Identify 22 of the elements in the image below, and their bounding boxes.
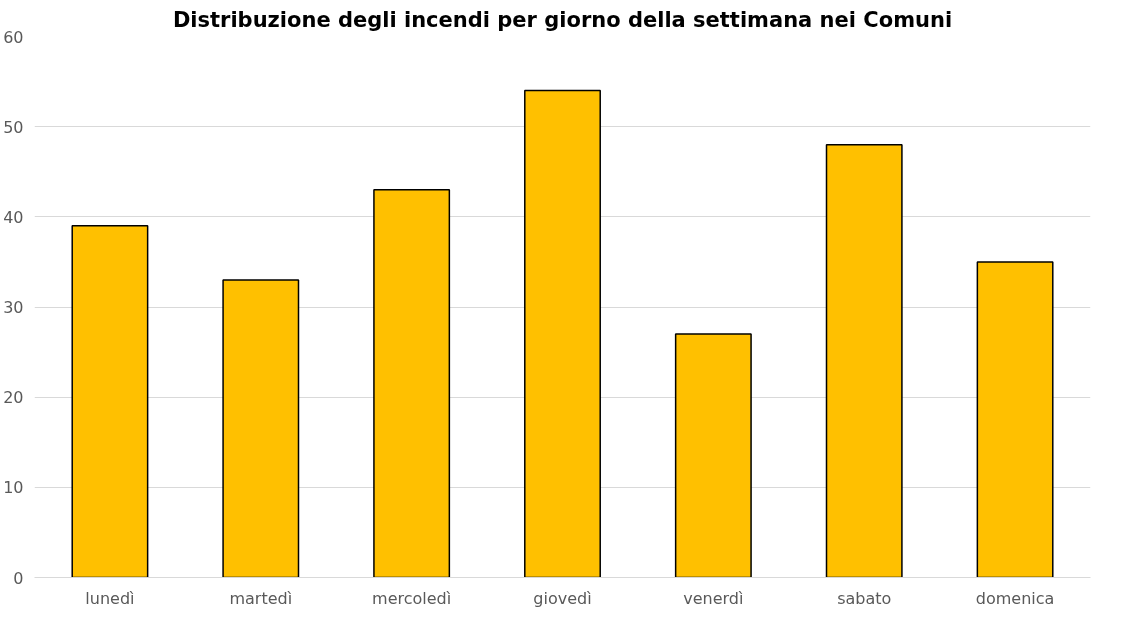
y-tick-label: 30 <box>3 298 24 317</box>
x-tick-label: martedì <box>229 588 293 608</box>
chart-title: Distribuzione degli incendi per giorno della settimana nei Comuni <box>172 7 953 32</box>
x-tick-label: lunedì <box>85 588 135 608</box>
y-tick-label: 10 <box>3 478 24 498</box>
x-tick-label: giovedì <box>533 588 592 608</box>
bar <box>373 189 451 578</box>
bar <box>222 279 300 578</box>
x-tick-label: sabato <box>837 588 892 608</box>
bar <box>976 261 1054 578</box>
bar <box>825 143 903 578</box>
x-tick-label: venerdì <box>683 588 744 608</box>
x-tick-label: domenica <box>975 588 1055 608</box>
y-tick-label: 60 <box>3 27 24 47</box>
y-tick-label: 20 <box>3 388 24 408</box>
y-tick-label: 40 <box>3 207 24 227</box>
bar <box>674 333 752 578</box>
bar <box>71 225 149 578</box>
y-tick-label: 50 <box>3 117 24 137</box>
bar <box>524 89 601 578</box>
y-tick-label: 0 <box>13 568 24 588</box>
x-tick-label: mercoledì <box>372 588 452 608</box>
